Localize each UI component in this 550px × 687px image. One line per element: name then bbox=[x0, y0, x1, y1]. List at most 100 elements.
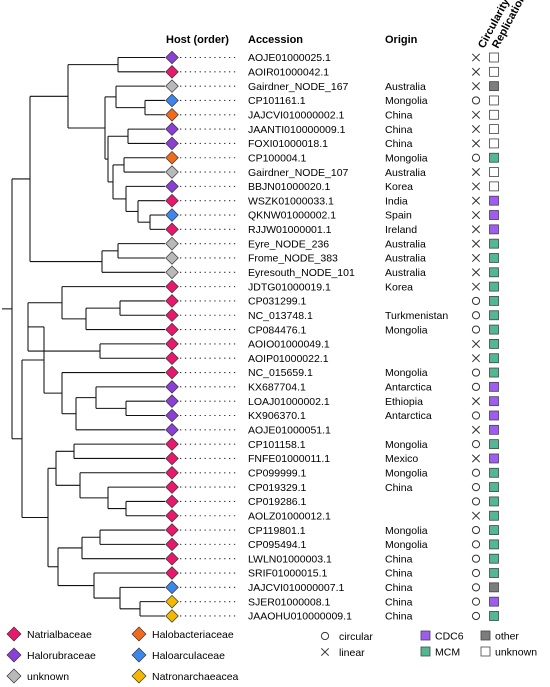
origin-label: India bbox=[385, 195, 408, 207]
circular-icon bbox=[471, 411, 481, 420]
accession-label: CP101161.1 bbox=[248, 95, 306, 107]
accession-label: KX906370.1 bbox=[248, 410, 306, 422]
accession-label: AOLZ01000012.1 bbox=[248, 510, 331, 522]
leaf-row: WSZK01000033.1 India bbox=[165, 193, 499, 208]
origin-label: Korea bbox=[385, 281, 413, 293]
header-host: Host (order) bbox=[166, 34, 229, 46]
linear-icon bbox=[320, 647, 330, 657]
origin-label: China bbox=[385, 109, 413, 121]
circular-icon bbox=[471, 568, 481, 578]
replication-swatch bbox=[420, 646, 431, 657]
replication-square bbox=[489, 611, 499, 621]
leaf-row: KX687704.1 Antarctica bbox=[165, 380, 499, 394]
host-diamond bbox=[165, 279, 179, 294]
legend-replication-item: other bbox=[480, 631, 519, 643]
leaf-row: CP101161.1 Mongolia bbox=[165, 93, 499, 108]
leaf-row: JAJCVI010000002.1 China bbox=[165, 107, 499, 122]
origin-label: Mongolia bbox=[385, 95, 428, 107]
host-diamond bbox=[165, 179, 179, 194]
host-diamond bbox=[165, 165, 179, 179]
accession-label: AOIR01000042.1 bbox=[248, 67, 329, 79]
origin-label: China bbox=[385, 568, 413, 580]
origin-label: Australia bbox=[385, 238, 426, 250]
origin-label: Mongolia bbox=[385, 367, 428, 379]
replication-square bbox=[489, 167, 499, 177]
accession-label: AOIP01000022.1 bbox=[248, 353, 329, 365]
legend-circularity-label: linear bbox=[339, 647, 365, 659]
legend-circularity-item: linear bbox=[320, 647, 365, 659]
origin-label: China bbox=[385, 138, 413, 150]
replication-swatch bbox=[420, 630, 431, 641]
leaf-row: FNFE01000011.1 Mexico bbox=[165, 451, 499, 466]
accession-label: Eyre_NODE_236 bbox=[248, 238, 329, 250]
leaf-row: JAJCVI010000007.1 China bbox=[165, 580, 499, 595]
replication-square bbox=[489, 181, 499, 192]
accession-label: LOAJ01000002.1 bbox=[248, 396, 330, 408]
circular-icon bbox=[471, 597, 481, 606]
replication-square bbox=[489, 81, 499, 92]
circular-icon bbox=[471, 382, 481, 391]
accession-label: NC_013748.1 bbox=[248, 310, 313, 322]
replication-square bbox=[489, 152, 499, 163]
circular-icon bbox=[471, 368, 481, 377]
legend-host-label: unknown bbox=[27, 671, 69, 683]
leaf-row: LWLN01000003.1 China bbox=[165, 551, 499, 566]
circular-icon bbox=[471, 497, 481, 506]
accession-label: JDTG01000019.1 bbox=[248, 281, 331, 293]
circular-icon bbox=[471, 468, 481, 477]
replication-square bbox=[489, 238, 499, 249]
replication-square bbox=[489, 439, 499, 450]
origin-label: Australia bbox=[385, 267, 426, 279]
accession-label: Gairdner_NODE_167 bbox=[248, 81, 349, 93]
host-diamond bbox=[165, 150, 179, 165]
linear-icon bbox=[471, 82, 481, 91]
linear-icon bbox=[471, 253, 481, 263]
linear-icon bbox=[471, 182, 481, 191]
leaf-row: FOXI01000018.1 China bbox=[165, 136, 499, 151]
host-diamond bbox=[165, 537, 179, 552]
linear-icon bbox=[471, 268, 481, 277]
leaf-row: Gairdner_NODE_167 Australia bbox=[165, 79, 499, 93]
legend-host-item: Natrialbaceae bbox=[6, 626, 92, 642]
legend-host-label: Halorubraceae bbox=[27, 650, 96, 662]
leaf-row: CP019286.1 bbox=[165, 494, 499, 509]
replication-square bbox=[489, 195, 499, 206]
accession-label: Frome_NODE_383 bbox=[248, 253, 338, 265]
accession-label: WSZK01000033.1 bbox=[248, 195, 334, 207]
legend-host-label: Halobacteriaceae bbox=[152, 629, 234, 641]
host-diamond bbox=[165, 580, 179, 595]
leaf-row: CP099999.1 Mongolia bbox=[165, 465, 499, 480]
accession-label: FOXI01000018.1 bbox=[248, 138, 328, 150]
accession-label: CP095494.1 bbox=[248, 539, 307, 551]
linear-icon bbox=[471, 339, 481, 348]
accession-label: BBJN01000020.1 bbox=[248, 181, 330, 193]
accession-label: CP101158.1 bbox=[248, 439, 306, 451]
host-diamond bbox=[165, 236, 179, 251]
replication-square bbox=[489, 267, 499, 278]
replication-square bbox=[489, 510, 499, 521]
origin-label: Antarctica bbox=[385, 382, 432, 394]
origin-label: Ethiopia bbox=[385, 396, 423, 408]
host-diamond bbox=[165, 208, 179, 222]
replication-square bbox=[489, 66, 499, 77]
replication-square bbox=[489, 338, 499, 349]
replication-square bbox=[489, 296, 499, 306]
legend-circularity-item: circular bbox=[320, 631, 373, 643]
origin-label: Korea bbox=[385, 181, 413, 193]
accession-label: AOIO01000049.1 bbox=[248, 339, 330, 351]
accession-label: JAJCVI010000007.1 bbox=[248, 582, 344, 594]
host-diamond bbox=[165, 523, 179, 537]
replication-square bbox=[489, 210, 499, 220]
legend-host-label: Haloarculaceae bbox=[152, 650, 225, 662]
origin-label: China bbox=[385, 124, 413, 136]
circular-icon bbox=[471, 554, 481, 563]
leaf-row: JDTG01000019.1 Korea bbox=[165, 279, 499, 294]
replication-square bbox=[489, 124, 499, 134]
host-diamond bbox=[165, 465, 179, 480]
circular-icon bbox=[471, 311, 481, 320]
replication-square bbox=[489, 281, 499, 292]
host-diamond bbox=[165, 423, 179, 437]
accession-label: Eyresouth_NODE_101 bbox=[248, 267, 355, 279]
accession-label: QKNW01000002.1 bbox=[248, 210, 336, 222]
accession-label: AOJE01000025.1 bbox=[248, 52, 331, 64]
